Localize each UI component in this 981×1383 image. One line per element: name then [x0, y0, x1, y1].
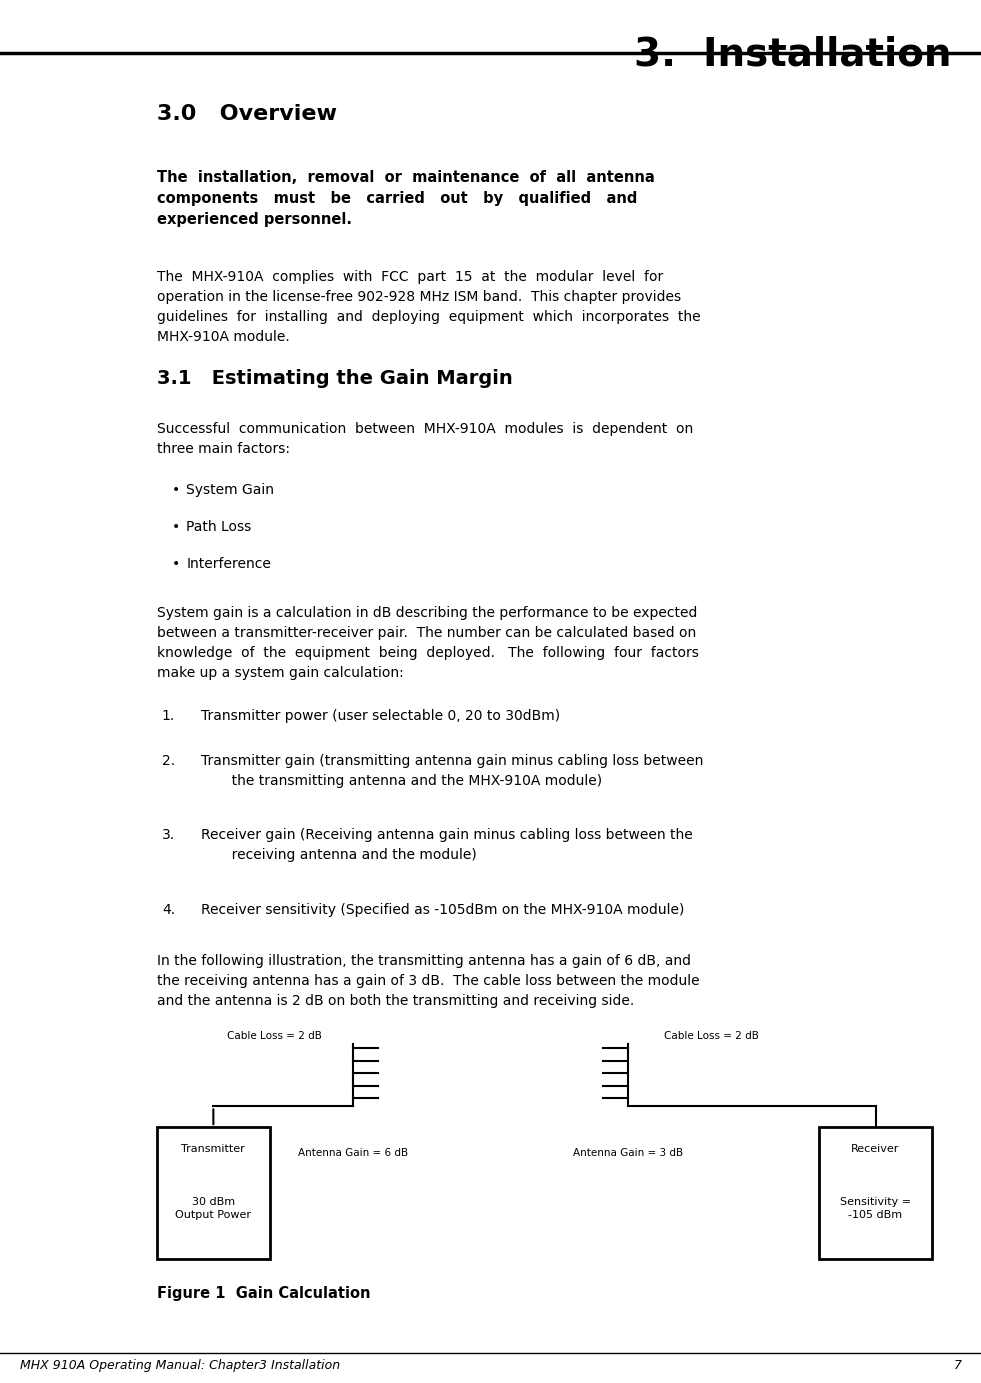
Text: 4.: 4.	[162, 903, 175, 917]
Bar	[157, 1127, 270, 1259]
Text: Sensitivity =
-105 dBm: Sensitivity = -105 dBm	[840, 1198, 911, 1220]
Text: Transmitter power (user selectable 0, 20 to 30dBm): Transmitter power (user selectable 0, 20…	[201, 709, 560, 723]
Text: Transmitter: Transmitter	[181, 1144, 245, 1153]
Text: •: •	[172, 557, 180, 571]
Text: •: •	[172, 520, 180, 534]
Text: Antenna Gain = 3 dB: Antenna Gain = 3 dB	[573, 1148, 683, 1158]
Text: Transmitter gain (transmitting antenna gain minus cabling loss between
       th: Transmitter gain (transmitting antenna g…	[201, 754, 703, 788]
Text: 3.  Installation: 3. Installation	[634, 36, 952, 73]
Text: 3.0   Overview: 3.0 Overview	[157, 104, 336, 123]
Text: •: •	[172, 483, 180, 496]
Text: System gain is a calculation in dB describing the performance to be expected
bet: System gain is a calculation in dB descr…	[157, 606, 698, 680]
Text: Successful  communication  between  MHX-910A  modules  is  dependent  on
three m: Successful communication between MHX-910…	[157, 422, 694, 456]
Text: 7: 7	[954, 1358, 961, 1372]
Text: The  installation,  removal  or  maintenance  of  all  antenna
components   must: The installation, removal or maintenance…	[157, 170, 654, 227]
Text: MHX 910A Operating Manual: Chapter3 Installation: MHX 910A Operating Manual: Chapter3 Inst…	[20, 1358, 339, 1372]
Text: Cable Loss = 2 dB: Cable Loss = 2 dB	[228, 1032, 322, 1041]
Bar	[819, 1127, 932, 1259]
Text: Receiver sensitivity (Specified as -105dBm on the MHX-910A module): Receiver sensitivity (Specified as -105d…	[201, 903, 685, 917]
Text: Interference: Interference	[186, 557, 272, 571]
Text: 2.: 2.	[162, 754, 175, 768]
Text: Receiver gain (Receiving antenna gain minus cabling loss between the
       rece: Receiver gain (Receiving antenna gain mi…	[201, 828, 693, 863]
Text: Path Loss: Path Loss	[186, 520, 252, 534]
Text: Cable Loss = 2 dB: Cable Loss = 2 dB	[664, 1032, 758, 1041]
Text: 30 dBm
Output Power: 30 dBm Output Power	[176, 1198, 251, 1220]
Text: Figure 1  Gain Calculation: Figure 1 Gain Calculation	[157, 1286, 371, 1301]
Text: Antenna Gain = 6 dB: Antenna Gain = 6 dB	[298, 1148, 408, 1158]
Text: The  MHX-910A  complies  with  FCC  part  15  at  the  modular  level  for
opera: The MHX-910A complies with FCC part 15 a…	[157, 270, 700, 344]
Text: 3.: 3.	[162, 828, 175, 842]
Text: 3.1   Estimating the Gain Margin: 3.1 Estimating the Gain Margin	[157, 369, 513, 389]
Text: System Gain: System Gain	[186, 483, 275, 496]
Text: 1.: 1.	[162, 709, 176, 723]
Text: Receiver: Receiver	[852, 1144, 900, 1153]
Text: In the following illustration, the transmitting antenna has a gain of 6 dB, and
: In the following illustration, the trans…	[157, 954, 699, 1008]
